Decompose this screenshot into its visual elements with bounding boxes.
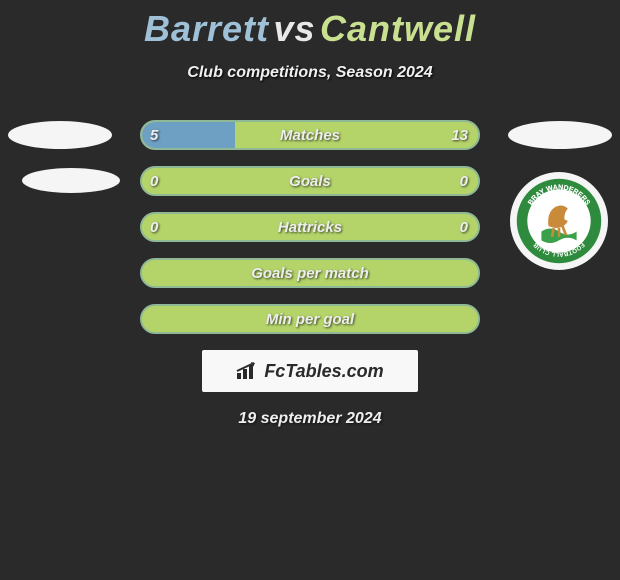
stat-row: 00Goals	[0, 166, 620, 196]
vs-separator: vs	[273, 8, 315, 50]
stat-label: Min per goal	[140, 304, 480, 334]
stat-label: Goals per match	[140, 258, 480, 288]
watermark: FcTables.com	[202, 350, 418, 392]
title-row: Barrett vs Cantwell	[0, 0, 620, 50]
date-line: 19 september 2024	[0, 410, 620, 428]
stat-row: 513Matches	[0, 120, 620, 150]
stat-row: 00Hattricks	[0, 212, 620, 242]
stat-row: Min per goal	[0, 304, 620, 334]
bars-icon	[236, 362, 258, 380]
stat-row: Goals per match	[0, 258, 620, 288]
player1-name: Barrett	[144, 8, 269, 50]
player2-name: Cantwell	[320, 8, 476, 50]
watermark-text: FcTables.com	[264, 361, 383, 382]
stat-label: Hattricks	[140, 212, 480, 242]
comparison-card: Barrett vs Cantwell Club competitions, S…	[0, 0, 620, 428]
stat-label: Matches	[140, 120, 480, 150]
subtitle: Club competitions, Season 2024	[0, 64, 620, 82]
stats-area: BRAY WANDERERS BRAY WANDERERS FOOTBALL C…	[0, 120, 620, 334]
stat-label: Goals	[140, 166, 480, 196]
